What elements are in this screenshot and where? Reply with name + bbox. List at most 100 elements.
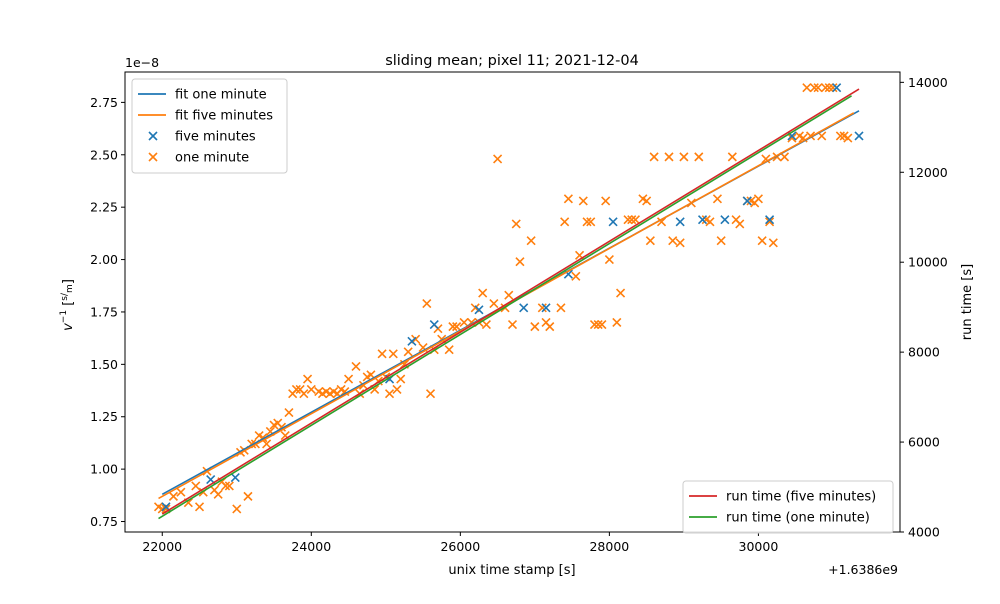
x-tick-label: 24000 <box>291 539 331 554</box>
point-one-minute <box>194 502 205 512</box>
y-label-unit-den: m <box>65 284 75 293</box>
series-five-minutes <box>161 83 864 512</box>
point-one-minute <box>168 491 179 501</box>
axes: 22000 24000 26000 28000 30000 0.75 1.00 1.25 1.5… <box>90 75 948 554</box>
point-one-minute <box>478 288 488 298</box>
legend-entry-five-minutes: five minutes <box>148 130 256 145</box>
point-one-minute <box>262 439 272 449</box>
point-one-minute <box>560 217 570 227</box>
point-one-minute <box>668 236 678 246</box>
point-one-minute <box>392 384 402 395</box>
chart-title: sliding mean; pixel 11; 2021-12-04 <box>385 53 639 69</box>
y-label-sup: −1 <box>59 310 69 323</box>
point-one-minute <box>761 154 771 164</box>
point-one-minute <box>828 83 838 93</box>
point-one-minute <box>649 152 659 162</box>
point-one-minute <box>303 374 313 384</box>
point-five-minutes <box>429 319 439 330</box>
point-one-minute <box>679 152 689 162</box>
point-one-minute <box>716 236 726 246</box>
point-one-minute <box>820 83 831 93</box>
y-tick-label-right: 10000 <box>908 255 948 270</box>
y-label-base: v <box>61 323 76 331</box>
point-one-minute <box>507 319 518 330</box>
point-one-minute <box>735 219 745 229</box>
y-tick-label-left: 1.00 <box>90 462 118 477</box>
svg-text:v−1 [s/m]: v−1 [s/m] <box>59 279 76 331</box>
legend-right: run time (five minutes) run time (one min… <box>682 480 894 534</box>
point-one-minute <box>452 322 462 332</box>
point-five-minutes <box>230 472 240 483</box>
point-one-minute <box>403 347 413 357</box>
point-one-minute <box>768 238 778 248</box>
point-five-minutes <box>407 336 417 346</box>
y-label-unit-num: s <box>60 296 70 301</box>
y-tick-label-left: 2.50 <box>90 147 118 162</box>
point-one-minute <box>504 290 514 300</box>
legend-marker-one-minute <box>148 152 158 162</box>
point-one-minute <box>191 481 201 491</box>
point-five-minutes <box>832 83 842 93</box>
x-tick-label: 30000 <box>739 539 779 554</box>
x-tick-label: 22000 <box>142 539 182 554</box>
point-one-minute <box>642 196 652 206</box>
point-one-minute <box>545 322 555 332</box>
point-one-minute <box>802 83 812 93</box>
point-one-minute <box>526 236 536 246</box>
point-one-minute <box>481 319 491 330</box>
point-one-minute <box>835 131 845 141</box>
point-one-minute <box>448 322 458 332</box>
point-one-minute <box>615 288 626 298</box>
point-five-minutes <box>675 217 685 227</box>
point-one-minute <box>556 303 566 313</box>
point-one-minute <box>593 319 603 330</box>
legend-label: one minute <box>175 151 249 166</box>
y-tick-label-left: 1.25 <box>90 409 118 424</box>
legend-left: fit one minute fit five minutes five minut… <box>131 78 288 174</box>
point-one-minute <box>664 152 674 162</box>
point-five-minutes <box>697 215 708 225</box>
point-one-minute <box>675 238 685 248</box>
y-tick-label-left: 2.25 <box>90 200 118 215</box>
point-one-minute <box>299 389 309 399</box>
y-tick-label-right: 6000 <box>908 435 940 450</box>
point-one-minute <box>656 217 667 227</box>
point-one-minute <box>705 217 715 227</box>
legend-label: run time (five minutes) <box>726 490 876 505</box>
point-one-minute <box>489 299 499 309</box>
point-five-minutes <box>742 196 752 206</box>
plot-area <box>153 83 864 520</box>
point-one-minute <box>284 407 294 418</box>
point-one-minute <box>224 481 234 491</box>
point-one-minute <box>612 317 622 327</box>
point-one-minute <box>627 215 637 225</box>
point-one-minute <box>787 133 797 143</box>
y-axis-label-right: run time [s] <box>960 264 975 340</box>
point-one-minute <box>213 489 223 499</box>
legend-label: five minutes <box>175 130 256 145</box>
point-one-minute <box>630 215 641 225</box>
legend-entry-fit-one-minute: fit one minute <box>138 88 267 103</box>
point-one-minute <box>351 361 361 372</box>
point-one-minute <box>388 349 398 359</box>
point-one-minute <box>753 194 763 204</box>
point-one-minute <box>601 196 611 206</box>
line-run-time-one-minute <box>158 95 852 520</box>
point-one-minute <box>425 389 436 399</box>
y-tick-label-right: 12000 <box>908 165 948 180</box>
point-one-minute <box>757 236 767 246</box>
legend-marker-five-minutes <box>148 131 158 141</box>
plot-frame <box>124 71 901 533</box>
legends: fit one minute fit five minutes five minut… <box>131 78 894 534</box>
point-one-minute <box>232 504 242 514</box>
legend-label: fit five minutes <box>175 109 273 124</box>
point-one-minute <box>586 217 596 227</box>
y-tick-label-left: 1.75 <box>90 304 118 319</box>
legend-entry-run-time-five-minutes: run time (five minutes) <box>689 490 876 505</box>
point-one-minute <box>493 154 503 164</box>
y-tick-label-left: 1.50 <box>90 357 118 372</box>
point-one-minute <box>422 299 432 309</box>
point-five-minutes <box>854 131 864 141</box>
point-one-minute <box>843 133 853 143</box>
